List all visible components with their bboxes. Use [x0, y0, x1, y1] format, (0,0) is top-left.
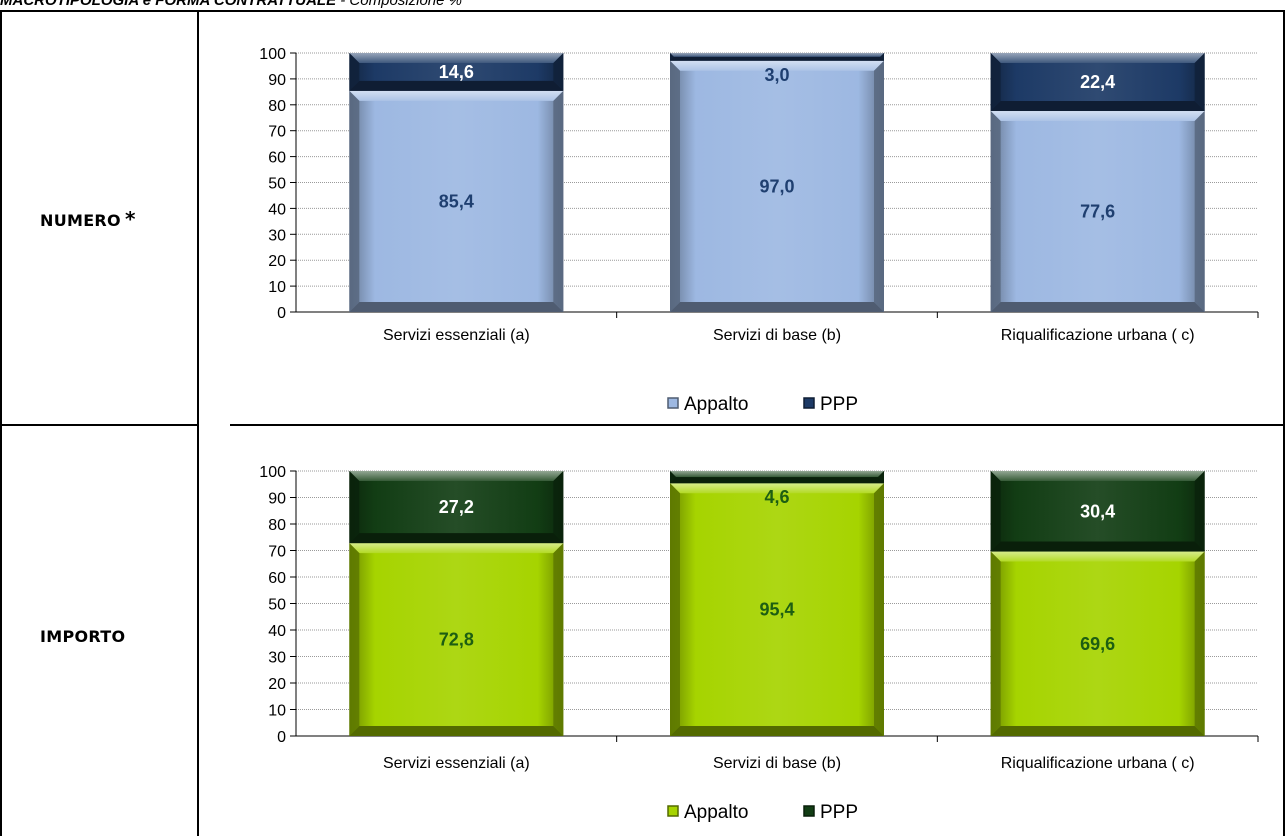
y-tick-label: 0	[277, 305, 286, 322]
data-label: 4,6	[764, 487, 789, 507]
bar-ppp	[990, 471, 1205, 552]
category-label: Riqualificazione urbana ( c)	[1001, 755, 1195, 772]
y-tick-label: 50	[268, 597, 286, 614]
row-label-numero: NUMERO *	[40, 207, 170, 231]
chart-importo: 0 10 20 30 40 50 60 70 80 90 100 72,8 27,2 Servizi es…	[259, 464, 1259, 823]
category-label: Servizi di base (b)	[713, 755, 841, 772]
y-tick-label: 100	[259, 46, 286, 63]
page-title-subtitle: - Composizione %	[340, 0, 462, 9]
bar-appalto	[349, 543, 564, 736]
bar-ppp	[349, 53, 564, 91]
table-top-border	[0, 10, 1285, 12]
y-tick-label: 40	[268, 201, 286, 218]
data-label: 72,8	[439, 630, 474, 650]
y-tick-label: 70	[268, 544, 286, 561]
y-tick-label: 60	[268, 570, 286, 587]
legend: Appalto PPP	[667, 394, 858, 415]
y-tick-label: 60	[268, 150, 286, 167]
row-label-numero-text: NUMERO	[40, 211, 121, 230]
data-label: 85,4	[439, 191, 474, 211]
y-tick-label: 30	[268, 227, 286, 244]
table-left-border	[0, 10, 2, 836]
data-label: 95,4	[759, 600, 794, 620]
bar-ppp	[670, 53, 884, 61]
legend-label: Appalto	[684, 802, 748, 823]
bar-appalto	[990, 551, 1205, 736]
row-label-importo: IMPORTO	[40, 627, 170, 646]
row-label-importo-text: IMPORTO	[40, 627, 126, 646]
bar-ppp	[349, 471, 564, 544]
data-label: 30,4	[1080, 501, 1115, 521]
legend-label: Appalto	[684, 394, 748, 415]
data-label: 27,2	[439, 497, 474, 517]
y-tick-label: 10	[268, 279, 286, 296]
y-tick-label: 40	[268, 623, 286, 640]
bar-appalto	[349, 90, 564, 312]
data-label: 14,6	[439, 62, 474, 82]
bar-ppp	[990, 53, 1205, 112]
data-label: 22,4	[1080, 72, 1115, 92]
y-tick-label: 20	[268, 676, 286, 693]
page-title: MACROTIPOLOGIA e FORMA CONTRATTUALE - Co…	[0, 0, 462, 11]
y-tick-label: 70	[268, 124, 286, 141]
bar-appalto	[670, 483, 884, 736]
legend-swatch	[803, 397, 815, 409]
legend-label: PPP	[820, 394, 858, 415]
legend-swatch	[803, 805, 815, 817]
data-label: 69,6	[1080, 634, 1115, 654]
data-label: 77,6	[1080, 202, 1115, 222]
data-label: 3,0	[764, 65, 789, 85]
y-tick-label: 90	[268, 491, 286, 508]
legend-swatch	[667, 397, 679, 409]
y-tick-label: 80	[268, 98, 286, 115]
y-tick-label: 30	[268, 650, 286, 667]
legend-label: PPP	[820, 802, 858, 823]
data-label: 97,0	[759, 176, 794, 196]
y-tick-label: 0	[277, 729, 286, 746]
legend-swatch	[667, 805, 679, 817]
table-row-divider	[0, 424, 198, 426]
bar-ppp	[670, 471, 884, 484]
category-label: Servizi essenziali (a)	[383, 755, 530, 772]
chart-row-divider	[230, 424, 1285, 426]
table-frame	[0, 10, 1285, 836]
table-column-divider	[197, 10, 199, 836]
y-tick-label: 20	[268, 253, 286, 270]
category-label: Riqualificazione urbana ( c)	[1001, 327, 1195, 344]
bar-appalto	[670, 60, 884, 312]
row-label-numero-marker: *	[124, 207, 136, 231]
chart-numero: 0 10 20 30 40 50 60 70 80 90 100 85,4 14,6 Servizi es…	[259, 46, 1259, 415]
table-right-border	[1283, 10, 1285, 836]
y-tick-label: 90	[268, 72, 286, 89]
legend: Appalto PPP	[667, 802, 858, 823]
y-tick-label: 10	[268, 703, 286, 720]
y-tick-label: 100	[259, 464, 286, 481]
y-tick-label: 80	[268, 517, 286, 534]
y-tick-label: 50	[268, 176, 286, 193]
bar-appalto	[990, 111, 1205, 313]
page-title-main: MACROTIPOLOGIA e FORMA CONTRATTUALE	[0, 0, 337, 9]
category-label: Servizi essenziali (a)	[383, 327, 530, 344]
category-label: Servizi di base (b)	[713, 327, 841, 344]
